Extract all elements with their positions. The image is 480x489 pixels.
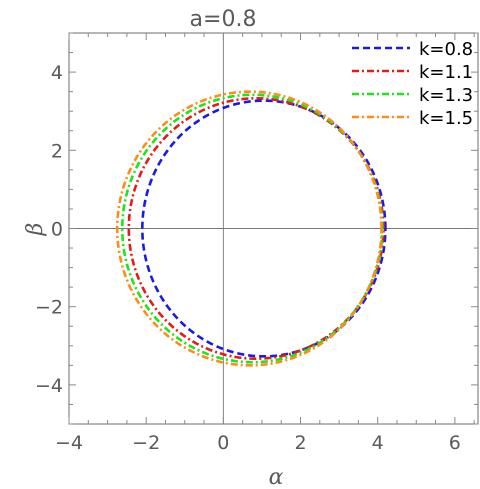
x-tick-label: −2	[132, 432, 160, 454]
x-tick-label: 6	[449, 432, 461, 454]
x-tick-label: 4	[372, 432, 384, 454]
x-axis-title: α	[269, 465, 284, 489]
x-tick-label: 2	[294, 432, 306, 454]
x-tick-label: −4	[55, 432, 83, 454]
legend-label: k=0.8	[419, 39, 473, 60]
y-axis-title: β	[23, 223, 48, 237]
curve-k=1.5	[115, 90, 383, 367]
legend-label: k=1.5	[419, 108, 473, 129]
y-tick-label: −4	[35, 375, 63, 397]
y-tick-label: 0	[51, 219, 63, 241]
curve-k=1.3	[120, 93, 384, 364]
x-tick-label: 0	[217, 432, 229, 454]
y-tick-label: 2	[51, 140, 63, 162]
legend-label: k=1.1	[419, 62, 473, 83]
legend-label: k=1.3	[419, 85, 473, 106]
y-tick-label: 4	[51, 62, 63, 84]
axes	[69, 33, 478, 424]
legend: k=0.8k=1.1k=1.3k=1.5	[352, 39, 473, 129]
plot-title: a=0.8	[190, 7, 257, 32]
curves	[115, 90, 387, 367]
ticks: −4 −2 0 2 4 6 −4 −2 0 2 4	[35, 32, 478, 454]
y-tick-label: −2	[35, 297, 63, 319]
